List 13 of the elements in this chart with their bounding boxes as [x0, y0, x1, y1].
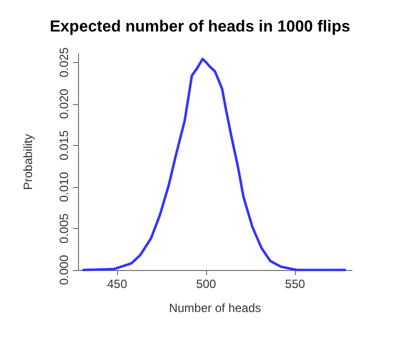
y-tick-label: 0.025 — [57, 46, 71, 78]
chart-title: Expected number of heads in 1000 flips — [50, 18, 350, 36]
x-tick-label: 550 — [285, 277, 306, 291]
y-tick-label: 0.005 — [57, 213, 71, 244]
y-tick-label: 0.000 — [57, 254, 71, 286]
x-tick-label: 450 — [107, 277, 128, 291]
y-tick-label: 0.015 — [57, 130, 71, 160]
x-axis-title: Number of heads — [168, 301, 262, 315]
y-axis-title: Probability — [21, 134, 35, 190]
x-tick-label: 500 — [196, 277, 216, 291]
y-tick-label: 0.020 — [57, 88, 71, 119]
line-series — [82, 58, 346, 272]
y-tick-label: 0.010 — [57, 172, 71, 202]
